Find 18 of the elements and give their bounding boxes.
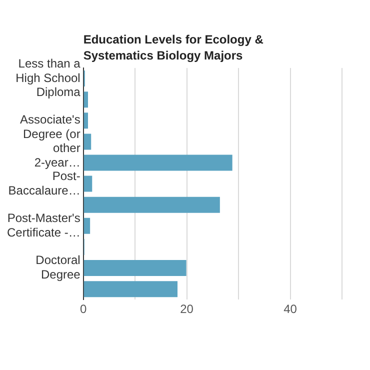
- bar: [84, 112, 88, 129]
- y-tick-label: Less than a High School Diploma: [16, 56, 81, 100]
- bar: [84, 176, 92, 192]
- bar: [84, 260, 186, 276]
- bar: [84, 134, 92, 150]
- y-tick-label: Post-Master's Certificate -…: [6, 211, 80, 240]
- x-tick-label: 0: [80, 302, 88, 316]
- y-tick-label: Associate's Degree (or other 2-year…: [20, 112, 80, 170]
- bar: [84, 218, 90, 234]
- y-tick-label: Post-Baccalaure…: [8, 168, 80, 198]
- chart-title: Education Levels for Ecology & Systematics Biology Majors: [83, 32, 264, 62]
- bar: [84, 281, 178, 298]
- x-tick-label: 20: [180, 302, 194, 316]
- y-tick-label: Doctoral Degree: [36, 253, 81, 282]
- bar: [84, 92, 88, 108]
- x-tick-label: 40: [284, 302, 298, 316]
- bar: [84, 154, 232, 171]
- bar: [84, 196, 220, 213]
